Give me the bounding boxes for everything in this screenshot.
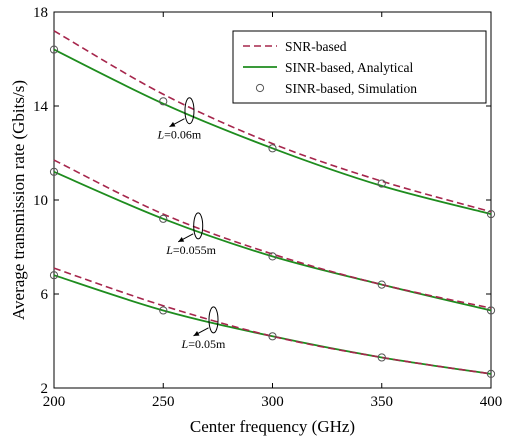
annotation-label-var: L xyxy=(156,128,164,142)
annotation-label-value: =0.05m xyxy=(188,337,226,351)
simulation-point xyxy=(268,332,277,341)
annotation-arrowhead xyxy=(193,331,200,336)
simulation-point xyxy=(49,167,59,176)
snr-line xyxy=(53,159,492,309)
y-tick-label: 14 xyxy=(33,99,49,115)
simulation-point xyxy=(49,271,59,280)
simulation-point xyxy=(377,179,386,188)
snr-line xyxy=(53,30,492,213)
simulation-point xyxy=(268,144,277,153)
legend-label: SINR-based, Analytical xyxy=(285,60,413,75)
y-tick-label: 2 xyxy=(41,381,49,397)
annotation-label: L=0.05m xyxy=(181,337,226,351)
snr-line xyxy=(53,267,492,375)
simulation-point xyxy=(377,353,386,362)
sinr-analytical-line xyxy=(53,274,492,375)
y-tick-label: 18 xyxy=(33,5,48,21)
sinr-analytical-line xyxy=(53,48,492,215)
x-tick-label: 300 xyxy=(261,394,284,410)
simulation-point xyxy=(159,306,168,315)
x-tick-label: 400 xyxy=(480,394,503,410)
curves xyxy=(49,30,496,378)
annotation-label: L=0.055m xyxy=(165,243,216,257)
simulation-point xyxy=(486,306,496,315)
legend-swatch-sinr-simulation xyxy=(255,83,265,93)
annotation-ellipse xyxy=(184,97,195,125)
simulation-point xyxy=(49,45,59,54)
legend-label: SNR-based xyxy=(285,39,347,54)
simulation-point xyxy=(268,252,277,261)
annotation-arrowhead xyxy=(169,121,176,127)
x-tick-label: 350 xyxy=(371,394,394,410)
simulation-point xyxy=(159,97,168,106)
y-tick-label: 10 xyxy=(33,193,48,209)
annotation-label-var: L xyxy=(181,337,189,351)
x-axis-label: Center frequency (GHz) xyxy=(190,417,355,436)
x-tick-label: 250 xyxy=(152,394,175,410)
annotation-label: L=0.06m xyxy=(156,128,201,142)
legend-label: SINR-based, Simulation xyxy=(285,81,417,96)
simulation-point xyxy=(159,214,168,223)
legend: SNR-based SINR-based, Analytical SINR-base… xyxy=(232,30,487,104)
axis-ticks: 200 250 300 350 400 2 6 10 14 18 xyxy=(33,5,502,410)
annotation-ellipse xyxy=(208,306,219,334)
y-tick-label: 6 xyxy=(41,287,49,303)
y-axis-label: Average transmission rate (Gbits/s) xyxy=(9,80,28,320)
annotation-ellipse xyxy=(193,212,204,240)
x-tick-label: 200 xyxy=(43,394,66,410)
simulation-point xyxy=(486,210,496,219)
annotation-label-value: =0.055m xyxy=(173,243,217,257)
annotation-label-var: L xyxy=(165,243,173,257)
simulation-point xyxy=(486,369,496,378)
annotation-label-value: =0.06m xyxy=(164,128,202,142)
annotation-arrowhead xyxy=(178,237,185,242)
sinr-analytical-line xyxy=(53,170,492,312)
simulation-point xyxy=(377,280,386,289)
